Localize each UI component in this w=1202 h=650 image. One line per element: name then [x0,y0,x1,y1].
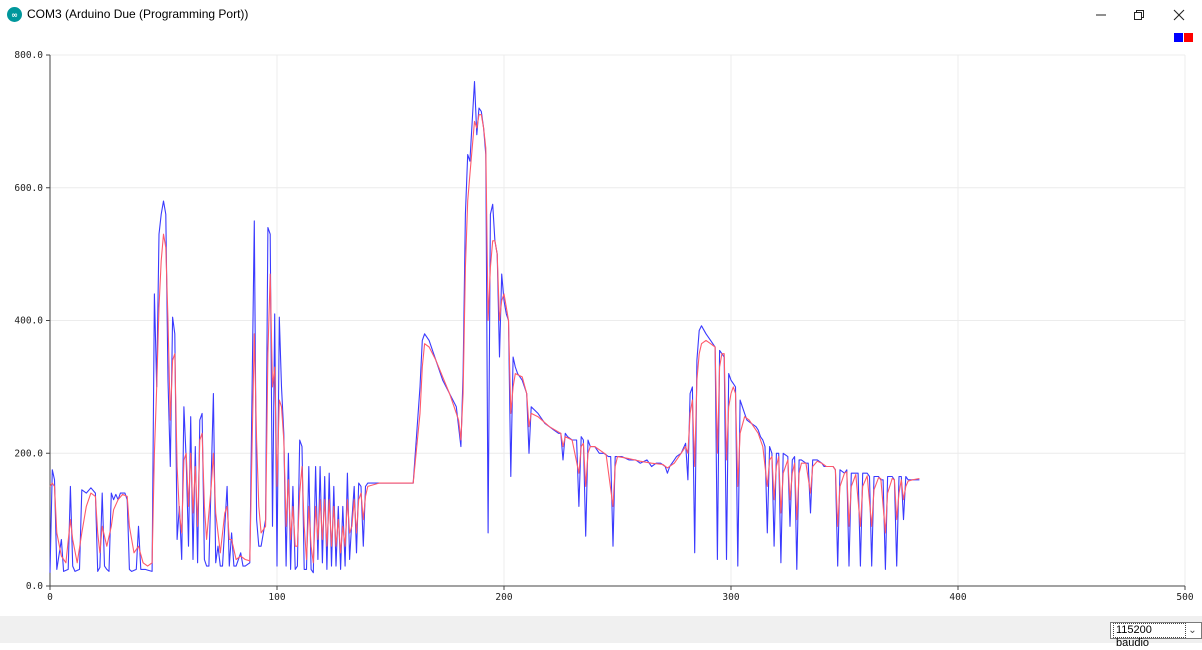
y-tick-label: 200.0 [14,448,43,459]
series-line-red [49,114,920,567]
serial-plot: 0.0 200.0 400.0 600.0 800.0 0 100 200 300 400 500 [14,50,1193,603]
close-icon[interactable] [1160,0,1198,30]
legend-swatch-blue [1174,33,1183,42]
plot-ticks: 0.0 200.0 400.0 600.0 800.0 0 100 200 300 400 500 [14,50,1193,603]
y-tick-label: 600.0 [14,183,43,194]
plot-grid [49,54,1186,587]
bottom-bar [0,616,1202,643]
minimize-icon[interactable] [1082,0,1120,30]
window-titlebar: ∞ COM3 (Arduino Due (Programming Port)) [0,0,1202,30]
x-tick-label: 300 [722,592,739,603]
x-tick-label: 400 [949,592,966,603]
baud-rate-select[interactable]: 115200 baudio ⌄ [1110,622,1202,649]
x-tick-label: 100 [268,592,285,603]
baud-rate-value: 115200 baudio [1113,623,1186,649]
x-tick-label: 0 [47,592,53,603]
legend-swatch-red [1184,33,1193,42]
y-tick-label: 0.0 [26,581,43,592]
arduino-app-icon: ∞ [7,7,22,22]
y-tick-label: 400.0 [14,316,43,327]
svg-text:∞: ∞ [11,11,18,20]
series-line-blue [49,81,920,574]
window-title: COM3 (Arduino Due (Programming Port)) [27,7,249,21]
x-tick-label: 200 [495,592,512,603]
chevron-down-icon: ⌄ [1188,625,1197,636]
y-tick-label: 800.0 [14,50,43,61]
plot-legend [1174,33,1193,42]
x-tick-label: 500 [1176,592,1193,603]
plot-lines [49,81,920,574]
restore-icon[interactable] [1120,0,1158,30]
